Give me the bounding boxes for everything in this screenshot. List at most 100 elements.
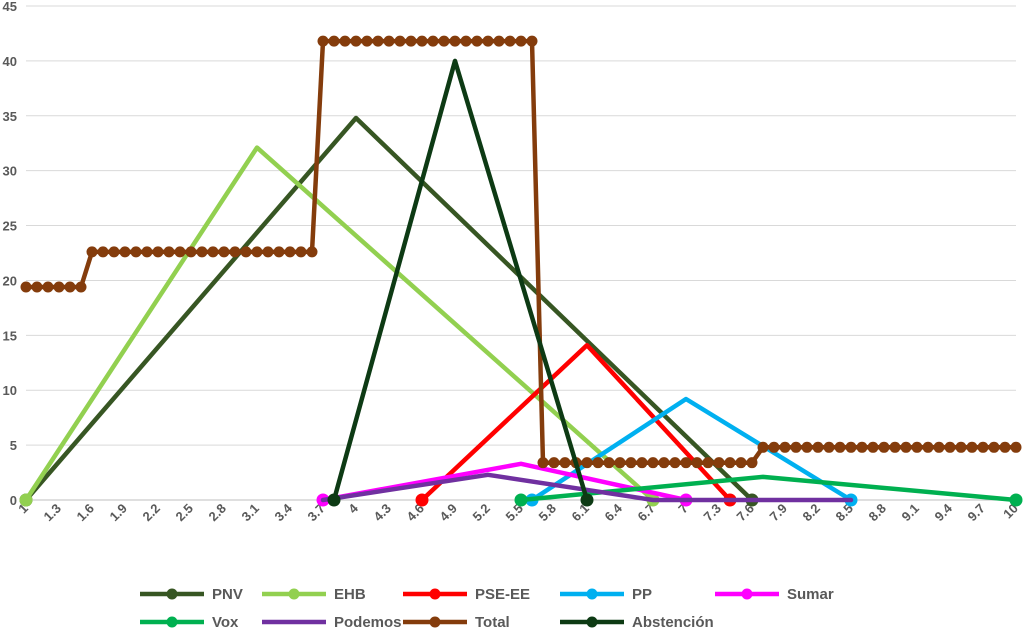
data-point-total xyxy=(592,457,604,469)
x-tick-label: 9.4 xyxy=(932,500,956,524)
data-point-total xyxy=(416,35,428,47)
legend-label: PNV xyxy=(212,586,243,603)
data-point-total xyxy=(207,246,219,258)
legend-label: PSE-EE xyxy=(475,586,530,603)
data-point-total xyxy=(273,246,285,258)
legend-item-pp: PP xyxy=(560,586,652,603)
data-point-total xyxy=(405,35,417,47)
legend-marker xyxy=(741,588,753,600)
data-point-total xyxy=(240,246,252,258)
data-point-total xyxy=(229,246,241,258)
legend-item-abstencion: Abstención xyxy=(560,614,714,629)
series-lines xyxy=(19,35,1023,507)
data-point-abstencion xyxy=(580,493,594,507)
x-tick-label: 2.5 xyxy=(173,501,196,524)
data-point-total xyxy=(328,35,340,47)
data-point-total xyxy=(581,457,593,469)
data-point-total xyxy=(900,441,912,453)
y-tick-label: 40 xyxy=(3,54,17,69)
data-point-total xyxy=(713,457,725,469)
data-point-total xyxy=(515,35,527,47)
legend-item-pse-ee: PSE-EE xyxy=(403,586,530,603)
x-tick-label: 4 xyxy=(345,500,361,516)
y-tick-label: 20 xyxy=(3,273,17,288)
x-tick-label: 2.2 xyxy=(140,501,163,524)
x-tick-label: 4.9 xyxy=(437,501,460,524)
y-axis-tick-labels: 0 5 10 15 20 25 30 35 40 45 xyxy=(3,0,17,508)
legend-marker xyxy=(429,588,441,600)
data-point-total xyxy=(955,441,967,453)
data-point-total xyxy=(801,441,813,453)
data-point-total xyxy=(42,281,54,293)
data-point-total xyxy=(603,457,615,469)
series-abstencion xyxy=(327,58,594,507)
data-point-total xyxy=(647,457,659,469)
data-point-total xyxy=(526,35,538,47)
data-point-total xyxy=(350,35,362,47)
y-tick-label: 10 xyxy=(3,383,17,398)
x-tick-label: 3.1 xyxy=(239,501,262,524)
data-point-total xyxy=(53,281,65,293)
y-tick-label: 0 xyxy=(10,493,17,508)
data-point-vox xyxy=(514,493,528,507)
data-point-total xyxy=(878,441,890,453)
data-point-total xyxy=(383,35,395,47)
data-point-total xyxy=(735,457,747,469)
data-point-total xyxy=(823,441,835,453)
data-point-total xyxy=(218,246,230,258)
x-tick-label: 7.3 xyxy=(701,501,724,524)
data-point-total xyxy=(724,457,736,469)
data-point-total xyxy=(922,441,934,453)
series-pnv xyxy=(19,115,759,507)
data-point-total xyxy=(460,35,472,47)
legend-label: Sumar xyxy=(787,586,834,603)
data-point-total xyxy=(97,246,109,258)
data-point-total xyxy=(790,441,802,453)
data-point-total xyxy=(284,246,296,258)
data-point-total xyxy=(141,246,153,258)
series-line-ehb xyxy=(23,145,656,503)
legend-label: PP xyxy=(632,586,652,603)
data-point-total xyxy=(977,441,989,453)
data-point-total xyxy=(471,35,483,47)
data-point-total xyxy=(889,441,901,453)
series-podemos xyxy=(320,472,854,503)
x-tick-label: 9.7 xyxy=(965,501,988,524)
legend-marker xyxy=(288,588,300,600)
data-point-total xyxy=(757,441,769,453)
data-point-total xyxy=(20,281,32,293)
data-point-total xyxy=(394,35,406,47)
x-tick-label: 8.8 xyxy=(866,501,889,524)
data-point-total xyxy=(31,281,43,293)
legend-item-total: Total xyxy=(403,614,510,629)
x-tick-label: 7.9 xyxy=(767,501,790,524)
series-line-pnv xyxy=(23,115,755,503)
x-tick-label: 3.4 xyxy=(272,500,296,524)
legend-item-pnv: PNV xyxy=(140,586,243,603)
data-point-total xyxy=(119,246,131,258)
data-point-total xyxy=(75,281,87,293)
data-point-total xyxy=(911,441,923,453)
y-tick-label: 35 xyxy=(3,109,17,124)
series-pse-ee xyxy=(415,342,737,507)
data-point-total xyxy=(834,441,846,453)
data-point-total xyxy=(944,441,956,453)
data-point-total xyxy=(262,246,274,258)
series-line-podemos xyxy=(320,472,854,503)
data-point-abstencion xyxy=(327,493,341,507)
data-point-total xyxy=(196,246,208,258)
legend-item-ehb: EHB xyxy=(262,586,366,603)
x-tick-label: 5.2 xyxy=(470,501,493,524)
legend-label: Vox xyxy=(212,614,239,629)
data-point-total xyxy=(438,35,450,47)
data-point-total xyxy=(812,441,824,453)
data-point-total xyxy=(779,441,791,453)
data-point-total xyxy=(537,457,549,469)
data-point-total xyxy=(130,246,142,258)
data-point-total xyxy=(966,441,978,453)
y-tick-label: 45 xyxy=(3,0,17,14)
x-tick-label: 1.9 xyxy=(107,501,130,524)
y-tick-label: 30 xyxy=(3,164,17,179)
legend-marker xyxy=(166,616,178,628)
data-point-total xyxy=(559,457,571,469)
